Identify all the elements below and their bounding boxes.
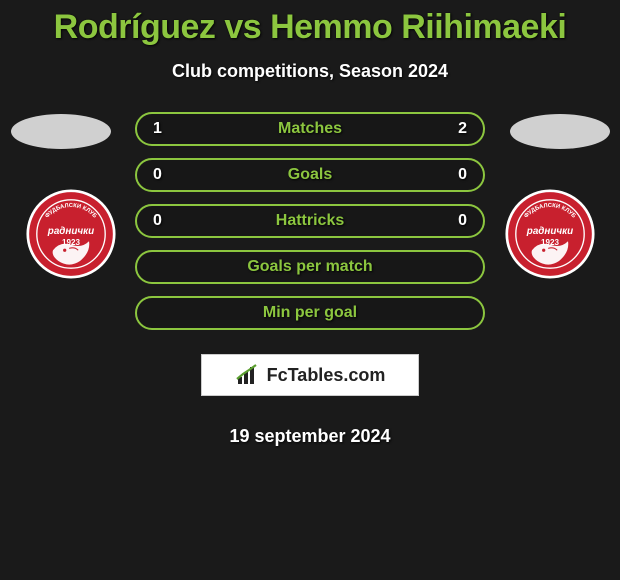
stat-row-goals: 0 Goals 0 [135,158,485,192]
player-right-avatar-placeholder [510,114,610,149]
player-right-col: ФУДБАЛСКИ КЛУБ раднички 1923 [507,112,612,279]
stat-label: Min per goal [263,304,357,322]
stat-left-value: 1 [153,120,173,138]
svg-text:раднички: раднички [525,226,572,237]
comparison-row: ФУДБАЛСКИ КЛУБ раднички 1923 1 Matches 2… [0,112,620,447]
stats-column: 1 Matches 2 0 Goals 0 0 Hattricks 0 Goal… [113,112,507,447]
stat-row-hattricks: 0 Hattricks 0 [135,204,485,238]
stat-row-matches: 1 Matches 2 [135,112,485,146]
stat-label: Goals [288,166,332,184]
stat-right-value: 0 [447,166,467,184]
page-title: Rodríguez vs Hemmo Riihimaeki [0,8,620,47]
stat-left-value: 0 [153,212,173,230]
stat-label: Matches [278,120,342,138]
club-badge-left: ФУДБАЛСКИ КЛУБ раднички 1923 [26,189,116,279]
club-crest-icon: ФУДБАЛСКИ КЛУБ раднички 1923 [26,189,116,279]
subtitle: Club competitions, Season 2024 [0,61,620,82]
club-crest-icon: ФУДБАЛСКИ КЛУБ раднички 1923 [505,189,595,279]
stat-label: Hattricks [276,212,344,230]
stat-right-value: 0 [447,212,467,230]
stat-row-min-per-goal: Min per goal [135,296,485,330]
stat-row-goals-per-match: Goals per match [135,250,485,284]
stat-label: Goals per match [247,258,372,276]
svg-text:раднички: раднички [46,226,93,237]
club-badge-right: ФУДБАЛСКИ КЛУБ раднички 1923 [505,189,595,279]
date-label: 19 september 2024 [229,426,390,447]
player-left-col: ФУДБАЛСКИ КЛУБ раднички 1923 [8,112,113,279]
stat-right-value: 2 [447,120,467,138]
player-left-avatar-placeholder [11,114,111,149]
chart-icon [235,363,263,387]
site-logo[interactable]: FcTables.com [201,354,419,396]
site-logo-text: FcTables.com [267,365,386,386]
stat-left-value: 0 [153,166,173,184]
